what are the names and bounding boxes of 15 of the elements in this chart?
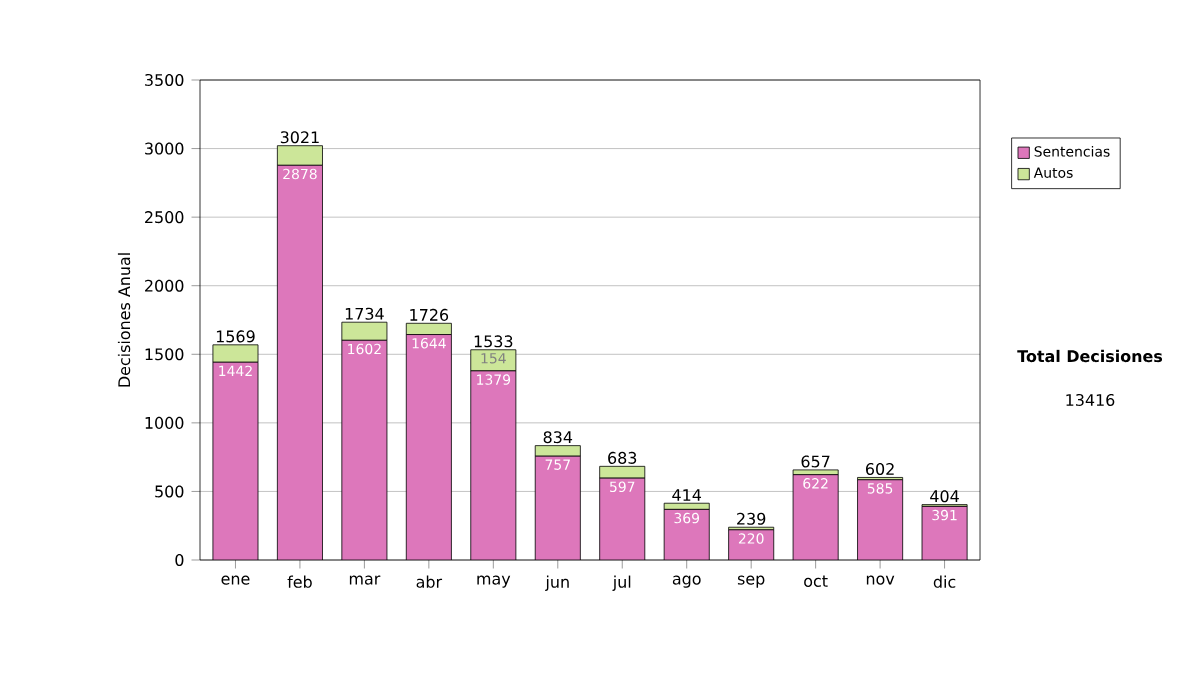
bar: [599, 478, 645, 560]
bar: [405, 322, 452, 335]
bar: [857, 479, 903, 560]
bar: [277, 165, 323, 560]
bar: [470, 349, 517, 372]
bar: [534, 445, 581, 457]
bar: [470, 370, 516, 560]
bar: [341, 321, 388, 341]
bar: [793, 474, 839, 560]
bar: [664, 509, 710, 560]
bar: [535, 456, 581, 560]
bar: [406, 334, 452, 560]
bar: [341, 340, 387, 560]
bar: [792, 469, 839, 476]
bar: [212, 362, 259, 560]
